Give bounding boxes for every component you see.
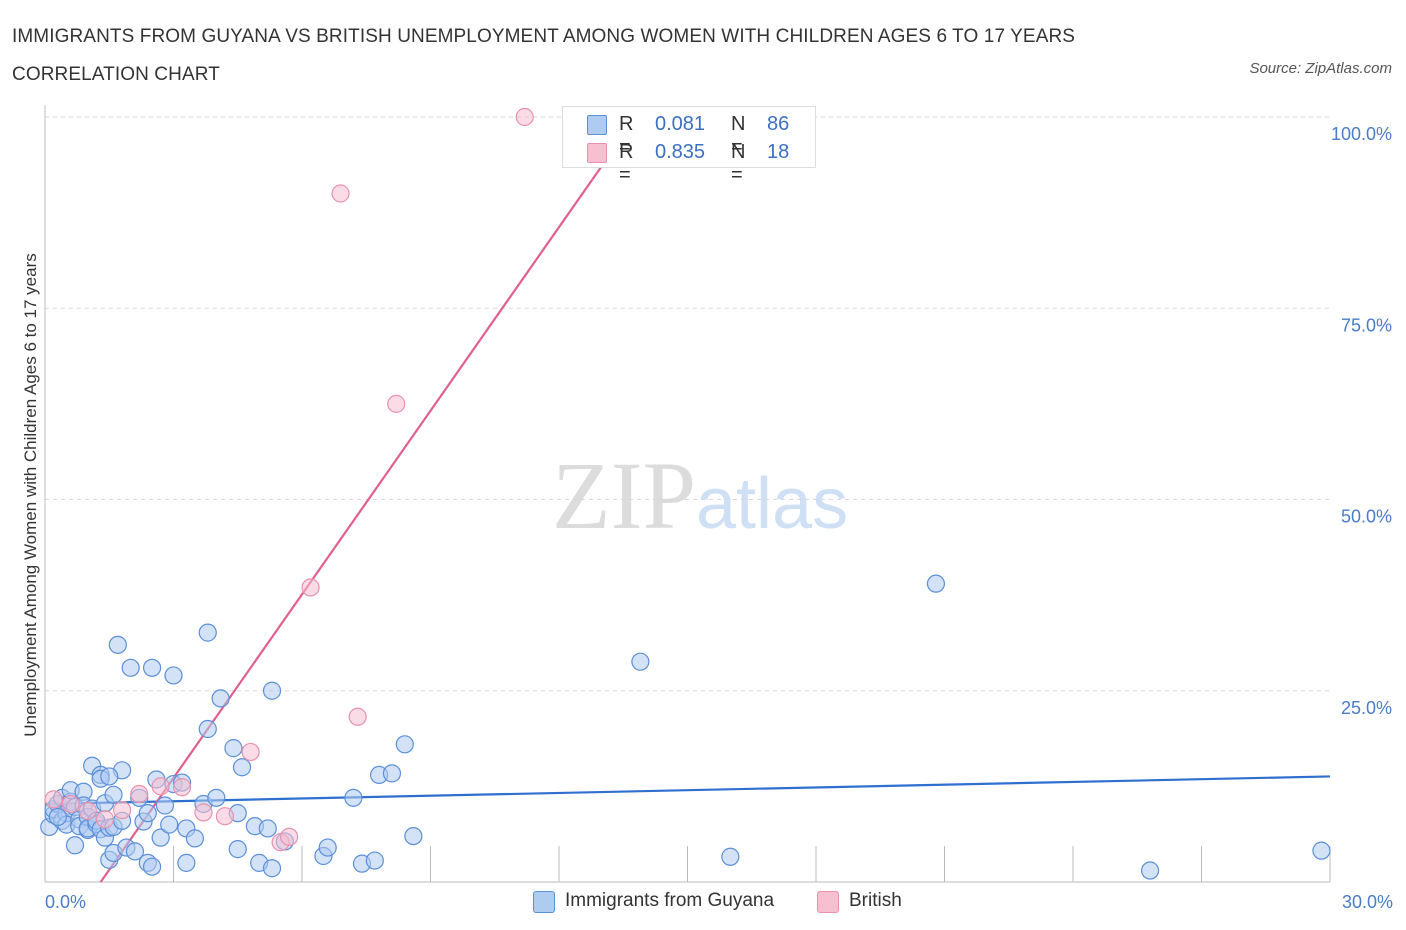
- legend-swatch-guyana: [587, 115, 607, 135]
- x-tick-label: 30.0%: [1342, 892, 1393, 912]
- guyana-point: [318, 838, 337, 857]
- chart-title: IMMIGRANTS FROM GUYANA VS BRITISH UNEMPL…: [12, 26, 1076, 85]
- guyana-point: [104, 785, 123, 804]
- british-point: [130, 784, 149, 804]
- tick-labels: 25.0% 50.0% 75.0% 100.0% 0.0% 30.0%: [45, 124, 1393, 912]
- chart-source: Source: ZipAtlas.com: [1249, 60, 1392, 77]
- british-point: [95, 810, 115, 829]
- guyana-point: [125, 842, 145, 861]
- legend-n-value: 18: [767, 141, 790, 163]
- y-axis-label: Unemployment Among Women with Children A…: [21, 253, 40, 737]
- watermark-atlas: atlas: [696, 464, 849, 544]
- legend-label-guyana: Immigrants from Guyana: [565, 890, 775, 911]
- legend-swatch-british: [817, 891, 839, 913]
- guyana-point: [224, 739, 243, 758]
- legend-swatch-british: [587, 143, 607, 163]
- data-points: [40, 107, 1331, 880]
- guyana-point: [232, 758, 252, 777]
- british-point: [61, 794, 80, 814]
- y-tick-label: 75.0%: [1341, 315, 1392, 335]
- british-point: [44, 790, 63, 809]
- guyana-point: [262, 681, 282, 700]
- guyana-point: [151, 828, 170, 847]
- axes: [44, 105, 1331, 883]
- legend-n-label: N =: [731, 113, 746, 158]
- legend-n-value: 86: [767, 113, 790, 135]
- guyana-point: [155, 796, 175, 815]
- watermark: ZIPatlas: [552, 440, 848, 551]
- guyana-point: [926, 574, 946, 593]
- guyana-point: [1140, 861, 1160, 880]
- correlation-legend: R = 0.081 N = 86 R = 0.835 N = 18: [562, 106, 816, 186]
- guyana-point: [258, 819, 277, 838]
- british-point: [515, 107, 534, 127]
- guyana-point: [721, 847, 740, 866]
- guyana-point: [207, 788, 226, 807]
- british-point: [194, 803, 213, 822]
- guyana-point: [108, 635, 127, 654]
- british-point: [172, 778, 192, 797]
- legend-r-label: R =: [619, 113, 634, 158]
- x-tick-label: 0.0%: [45, 892, 86, 912]
- legend-r-label: R =: [619, 141, 634, 186]
- guyana-point: [138, 804, 157, 823]
- guyana-point: [100, 767, 119, 786]
- guyana-point: [395, 735, 414, 754]
- guyana-point: [228, 840, 247, 859]
- y-tick-label: 25.0%: [1341, 698, 1392, 718]
- british-point: [348, 707, 367, 726]
- guyana-trend-line: [44, 775, 1331, 806]
- watermark-zip: ZIP: [552, 442, 696, 549]
- guyana-point: [121, 658, 140, 677]
- legend-r-value: 0.081: [655, 113, 706, 135]
- y-tick-label: 100.0%: [1331, 124, 1392, 144]
- guyana-point: [185, 829, 205, 848]
- guyana-point: [344, 788, 363, 807]
- guyana-point: [160, 815, 179, 834]
- trend-lines: [44, 116, 1331, 883]
- british-point: [331, 184, 350, 203]
- guyana-point: [48, 807, 67, 827]
- y-tick-label: 50.0%: [1341, 507, 1392, 527]
- british-point: [301, 578, 320, 597]
- guyana-point: [365, 851, 384, 870]
- guyana-point: [1312, 841, 1331, 860]
- british-point: [151, 777, 170, 796]
- guyana-point: [262, 859, 282, 878]
- british-trend-line: [99, 116, 638, 883]
- guyana-point: [164, 666, 183, 685]
- british-point: [215, 807, 234, 826]
- guyana-point: [404, 826, 423, 846]
- legend-n-label: N =: [731, 141, 746, 186]
- british-point: [387, 394, 406, 413]
- guyana-point: [382, 764, 402, 783]
- guyana-point: [631, 652, 650, 671]
- guyana-point: [177, 853, 196, 872]
- guyana-point: [65, 836, 85, 855]
- guyana-point: [142, 857, 162, 876]
- british-point: [78, 801, 97, 820]
- british-point: [112, 800, 132, 820]
- guyana-point: [198, 719, 217, 739]
- guyana-point: [211, 689, 230, 708]
- british-point: [241, 742, 260, 762]
- legend-swatch-guyana: [533, 891, 555, 913]
- guyana-point: [142, 658, 162, 677]
- guyana-point: [198, 623, 217, 642]
- legend-r-value: 0.835: [655, 141, 706, 163]
- legend-label-british: British: [849, 890, 902, 911]
- british-point: [280, 827, 299, 846]
- gridlines: [45, 116, 1330, 692]
